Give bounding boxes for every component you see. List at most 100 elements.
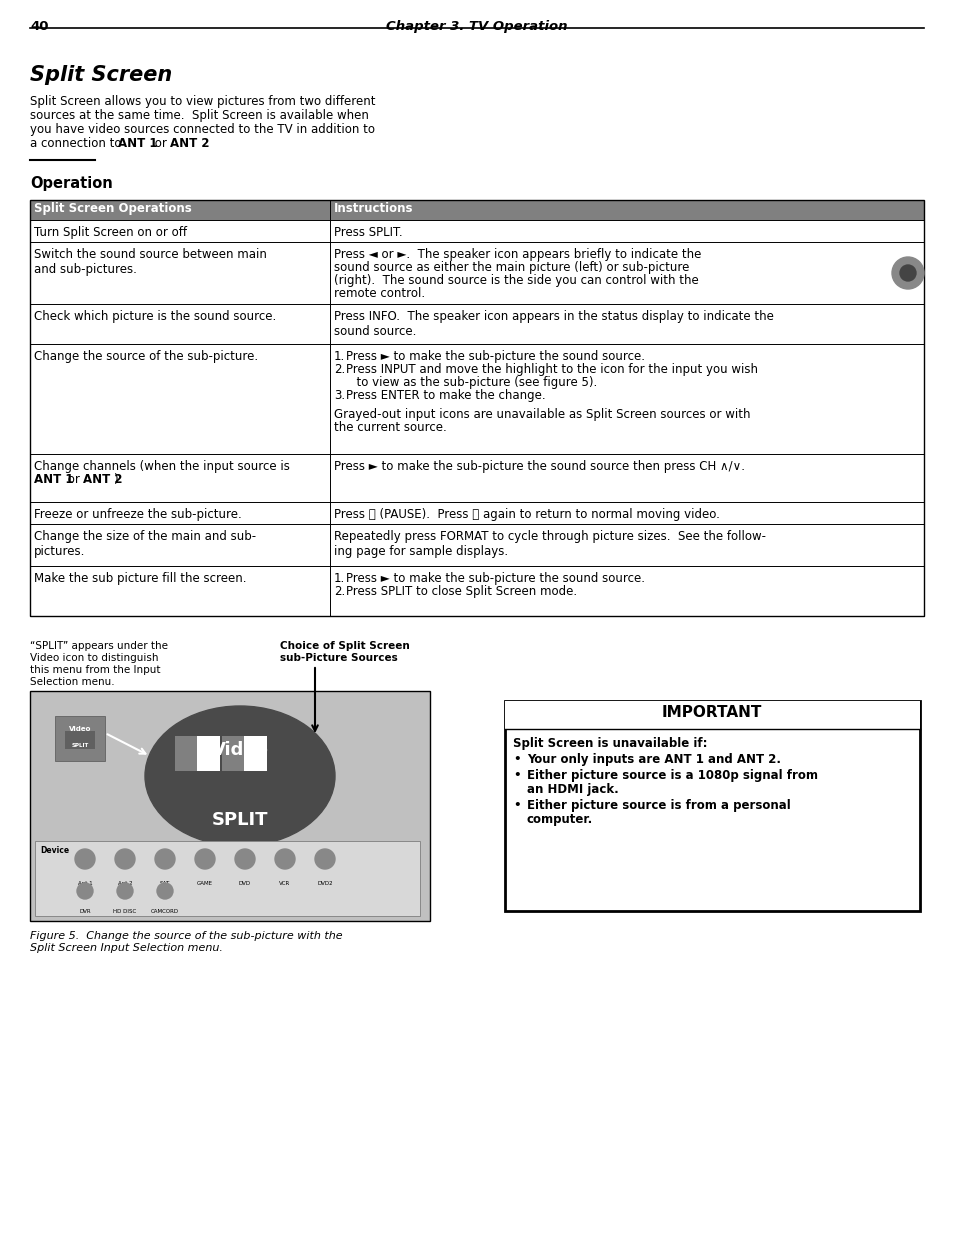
Text: Split Screen is unavailable if:: Split Screen is unavailable if:: [513, 737, 707, 750]
Circle shape: [899, 266, 915, 282]
Text: Press ENTER to make the change.: Press ENTER to make the change.: [346, 389, 545, 403]
Text: Split Screen Operations: Split Screen Operations: [34, 203, 192, 215]
Text: Split Screen allows you to view pictures from two different: Split Screen allows you to view pictures…: [30, 95, 375, 107]
Text: or: or: [64, 473, 84, 487]
Text: DVD2: DVD2: [316, 881, 333, 885]
Text: Choice of Split Screen: Choice of Split Screen: [280, 641, 410, 651]
Text: ANT 1: ANT 1: [34, 473, 73, 487]
Text: to view as the sub-picture (see figure 5).: to view as the sub-picture (see figure 5…: [334, 375, 597, 389]
Circle shape: [154, 848, 174, 869]
Text: VCR: VCR: [279, 881, 291, 885]
FancyBboxPatch shape: [30, 200, 923, 220]
Text: Press ◄ or ►.  The speaker icon appears briefly to indicate the: Press ◄ or ►. The speaker icon appears b…: [334, 248, 700, 261]
Text: ANT 2: ANT 2: [83, 473, 122, 487]
Text: •: •: [513, 769, 520, 782]
Circle shape: [157, 883, 172, 899]
Text: Grayed-out input icons are unavailable as Split Screen sources or with: Grayed-out input icons are unavailable a…: [334, 408, 750, 421]
Text: •: •: [513, 799, 520, 811]
Circle shape: [234, 848, 254, 869]
Text: 1.: 1.: [334, 572, 345, 585]
Text: the current source.: the current source.: [334, 421, 446, 433]
Text: SAT: SAT: [160, 881, 170, 885]
Text: SPLIT: SPLIT: [71, 743, 89, 748]
Text: Video: Video: [69, 726, 91, 732]
Text: GAME: GAME: [196, 881, 213, 885]
Bar: [504, 701, 919, 729]
Text: Operation: Operation: [30, 177, 112, 191]
Text: •: •: [513, 753, 520, 766]
Circle shape: [117, 883, 132, 899]
Text: 2.: 2.: [334, 363, 345, 375]
Bar: [174, 736, 220, 771]
Bar: [174, 736, 196, 771]
Text: Video: Video: [212, 741, 268, 760]
Bar: [222, 736, 244, 771]
Ellipse shape: [145, 706, 335, 846]
Text: Chapter 3. TV Operation: Chapter 3. TV Operation: [386, 20, 567, 33]
Text: Change the source of the sub-picture.: Change the source of the sub-picture.: [34, 350, 258, 363]
Text: an HDMI jack.: an HDMI jack.: [526, 783, 618, 797]
Text: DVD: DVD: [238, 881, 251, 885]
Text: 1.: 1.: [334, 350, 345, 363]
Text: ANT 2: ANT 2: [170, 137, 210, 149]
Text: 40: 40: [30, 20, 49, 33]
Text: this menu from the Input: this menu from the Input: [30, 664, 160, 676]
Text: Either picture source is a 1080p signal from: Either picture source is a 1080p signal …: [526, 769, 817, 782]
Text: “SPLIT” appears under the: “SPLIT” appears under the: [30, 641, 168, 651]
Text: 3.: 3.: [334, 389, 345, 403]
Text: sound source as either the main picture (left) or sub-picture: sound source as either the main picture …: [334, 261, 689, 274]
Text: IMPORTANT: IMPORTANT: [661, 705, 761, 720]
Text: Press ⓘ (PAUSE).  Press ⓘ again to return to normal moving video.: Press ⓘ (PAUSE). Press ⓘ again to return…: [334, 508, 720, 521]
Text: Press SPLIT.: Press SPLIT.: [334, 226, 402, 240]
Text: computer.: computer.: [526, 813, 593, 826]
Text: Press ► to make the sub-picture the sound source.: Press ► to make the sub-picture the soun…: [346, 350, 644, 363]
Text: Change channels (when the input source is: Change channels (when the input source i…: [34, 459, 290, 473]
Text: Check which picture is the sound source.: Check which picture is the sound source.: [34, 310, 276, 324]
Circle shape: [77, 883, 92, 899]
Circle shape: [194, 848, 214, 869]
Text: Your only inputs are ANT 1 and ANT 2.: Your only inputs are ANT 1 and ANT 2.: [526, 753, 781, 766]
Text: Make the sub picture fill the screen.: Make the sub picture fill the screen.: [34, 572, 246, 585]
Text: Press ► to make the sub-picture the sound source.: Press ► to make the sub-picture the soun…: [346, 572, 644, 585]
Text: Ant 1: Ant 1: [77, 881, 92, 885]
Text: Turn Split Screen on or off: Turn Split Screen on or off: [34, 226, 187, 240]
Text: Press INFO.  The speaker icon appears in the status display to indicate the
soun: Press INFO. The speaker icon appears in …: [334, 310, 773, 338]
Text: remote control.: remote control.: [334, 287, 425, 300]
Text: ANT 1: ANT 1: [118, 137, 157, 149]
Bar: [65, 731, 95, 748]
Text: sources at the same time.  Split Screen is available when: sources at the same time. Split Screen i…: [30, 109, 369, 122]
Text: sub-Picture Sources: sub-Picture Sources: [280, 653, 397, 663]
Text: Either picture source is from a personal: Either picture source is from a personal: [526, 799, 790, 811]
FancyBboxPatch shape: [30, 692, 430, 921]
Text: Video icon to distinguish: Video icon to distinguish: [30, 653, 158, 663]
Text: Split Screen: Split Screen: [30, 65, 172, 85]
Text: SPLIT: SPLIT: [212, 811, 268, 829]
Text: 2.: 2.: [334, 585, 345, 598]
Text: Repeatedly press FORMAT to cycle through picture sizes.  See the follow-
ing pag: Repeatedly press FORMAT to cycle through…: [334, 530, 765, 558]
Bar: [222, 736, 267, 771]
Bar: [55, 716, 105, 761]
Text: a connection to: a connection to: [30, 137, 125, 149]
FancyBboxPatch shape: [504, 701, 919, 911]
Text: or: or: [151, 137, 171, 149]
Text: Figure 5.  Change the source of the sub-picture with the
Split Screen Input Sele: Figure 5. Change the source of the sub-p…: [30, 931, 342, 952]
Text: Change the size of the main and sub-
pictures.: Change the size of the main and sub- pic…: [34, 530, 255, 558]
Text: Freeze or unfreeze the sub-picture.: Freeze or unfreeze the sub-picture.: [34, 508, 241, 521]
Text: Press INPUT and move the highlight to the icon for the input you wish: Press INPUT and move the highlight to th…: [346, 363, 758, 375]
Text: Press ► to make the sub-picture the sound source then press CH ∧/∨.: Press ► to make the sub-picture the soun…: [334, 459, 744, 473]
Circle shape: [314, 848, 335, 869]
Text: Selection menu.: Selection menu.: [30, 677, 114, 687]
Circle shape: [891, 257, 923, 289]
Text: Ant 2: Ant 2: [117, 881, 132, 885]
Bar: [30, 200, 923, 616]
Text: CAMCORD: CAMCORD: [151, 909, 179, 914]
Text: you have video sources connected to the TV in addition to: you have video sources connected to the …: [30, 124, 375, 136]
Text: ).: ).: [112, 473, 121, 487]
Text: HD DISC: HD DISC: [113, 909, 136, 914]
Text: Instructions: Instructions: [334, 203, 413, 215]
Circle shape: [75, 848, 95, 869]
Text: Switch the sound source between main
and sub-pictures.: Switch the sound source between main and…: [34, 248, 267, 275]
Text: DVR: DVR: [79, 909, 91, 914]
Bar: [35, 841, 419, 916]
Text: .: .: [202, 137, 206, 149]
